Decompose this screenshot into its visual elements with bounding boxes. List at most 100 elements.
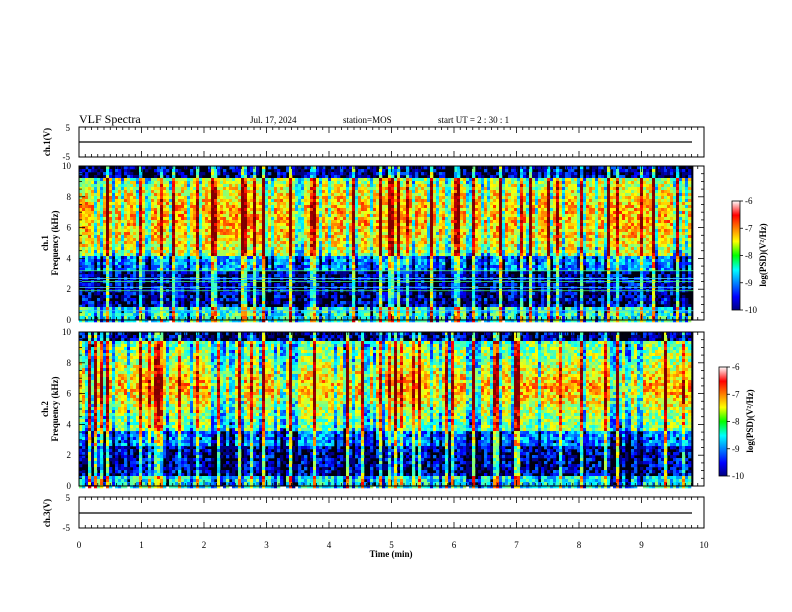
spectrogram-cell [127,271,130,274]
spectrogram-cell [253,226,256,229]
spectrogram-cell [172,298,175,301]
spectrogram-cell [205,292,208,295]
spectrogram-cell [82,304,85,307]
spectrogram-cell [208,292,211,295]
spectrogram-cell [325,247,328,250]
spectrogram-cell [268,211,271,214]
spectrogram-cell [325,220,328,223]
spectrogram-cell [85,211,88,214]
spectrogram-cell [307,181,310,184]
spectrogram-cell [283,223,286,226]
spectrogram-cell [127,313,130,316]
spectrogram-cell [91,259,94,262]
spectrogram-cell [286,283,289,286]
spectrogram-cell [265,301,268,304]
spectrogram-cell [139,253,142,256]
spectrogram-cell [241,256,244,259]
spectrogram-cell [142,250,145,253]
spectrogram-cell [151,307,154,310]
spectrogram-cell [130,253,133,256]
spectrogram-cell [307,247,310,250]
spectrogram-cell [139,295,142,298]
spectrogram-cell [355,241,358,244]
spectrogram-cell [388,256,391,259]
spectrogram-cell [85,178,88,181]
spectrogram-cell [205,298,208,301]
spectrogram-cell [331,304,334,307]
spectrogram-cell [163,274,166,277]
spectrogram-cell [142,211,145,214]
spectrogram-cell [301,217,304,220]
spectrogram-cell [106,238,109,241]
spectrogram-cell [175,271,178,274]
spectrogram-cell [334,181,337,184]
spectrogram-cell [349,181,352,184]
spectrogram-cell [379,190,382,193]
spectrogram-cell [100,319,103,322]
spectrogram-cell [118,259,121,262]
spectrogram-cell [166,202,169,205]
spectrogram-cell [388,271,391,274]
spectrogram-cell [253,292,256,295]
spectrogram-cell [292,274,295,277]
spectrogram-cell [172,211,175,214]
spectrogram-cell [355,247,358,250]
spectrogram-cell [187,193,190,196]
spectrogram-cell [151,244,154,247]
spectrogram-cell [142,223,145,226]
spectrogram-cell [118,223,121,226]
spectrogram-cell [91,178,94,181]
spectrogram-cell [133,187,136,190]
spectrogram-cell [229,229,232,232]
spectrogram-cell [286,211,289,214]
spectrogram-cell [211,187,214,190]
spectrogram-cell [277,298,280,301]
spectrogram-cell [235,181,238,184]
spectrogram-cell [226,205,229,208]
spectrogram-cell [199,253,202,256]
spectrogram-cell [310,271,313,274]
spectrogram-cell [358,172,361,175]
spectrogram-cell [151,274,154,277]
spectrogram-cell [136,220,139,223]
spectrogram-cell [259,235,262,238]
spectrogram-cell [292,196,295,199]
spectrogram-cell [250,265,253,268]
spectrogram-cell [268,238,271,241]
spectrogram-cell [193,196,196,199]
spectrogram-cell [310,211,313,214]
spectrogram-cell [370,235,373,238]
spectrogram-cell [250,169,253,172]
spectrogram-cell [277,169,280,172]
spectrogram-cell [319,223,322,226]
spectrogram-cell [169,247,172,250]
spectrogram-cell [193,184,196,187]
spectrogram-cell [163,178,166,181]
spectrogram-cell [124,262,127,265]
spectrogram-cell [118,271,121,274]
spectrogram-cell [331,223,334,226]
spectrogram-cell [355,172,358,175]
spectrogram-cell [262,208,265,211]
spectrogram-cell [136,232,139,235]
spectrogram-cell [310,256,313,259]
spectrogram-cell [193,178,196,181]
spectrogram-cell [217,301,220,304]
spectrogram-cell [388,253,391,256]
spectrogram-cell [367,244,370,247]
spectrogram-cell [292,319,295,322]
spectrogram-cell [118,307,121,310]
spectrogram-cell [169,304,172,307]
spectrogram-cell [88,217,91,220]
spectrogram-cell [235,250,238,253]
spectrogram-cell [91,220,94,223]
spectrogram-cell [124,184,127,187]
spectrogram-cell [307,271,310,274]
spectrogram-cell [214,241,217,244]
spectrogram-cell [130,181,133,184]
spectrogram-cell [166,178,169,181]
spectrogram-cell [145,199,148,202]
spectrogram-cell [295,313,298,316]
spectrogram-cell [259,262,262,265]
spectrogram-cell [157,190,160,193]
